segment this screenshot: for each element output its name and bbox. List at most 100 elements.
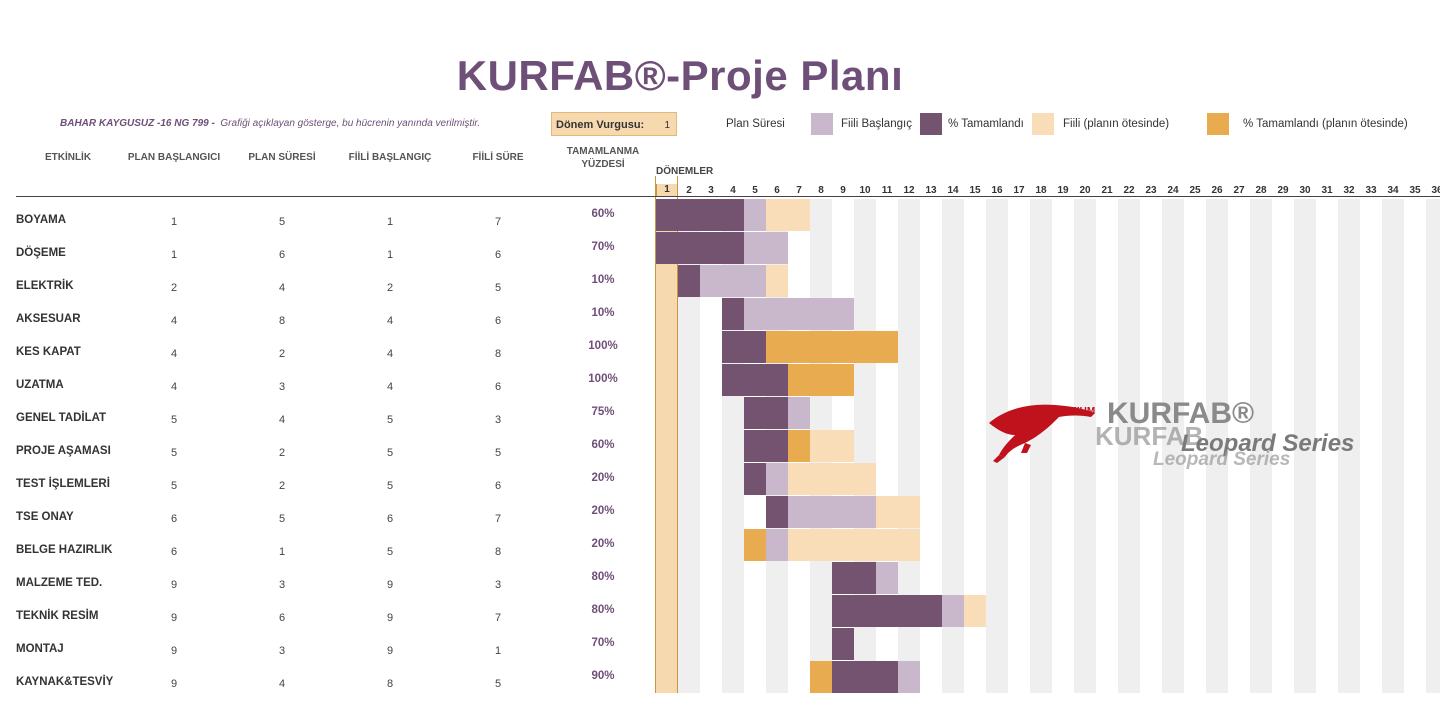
gantt-bar-actual-beyond	[964, 595, 986, 627]
cell-act-start: 1	[386, 216, 394, 228]
cell-act-start: 2	[386, 282, 394, 294]
period-number: 35	[1409, 185, 1421, 196]
period-highlight-column	[655, 176, 678, 693]
period-number: 30	[1299, 185, 1311, 196]
gantt-bar-plan	[788, 496, 876, 528]
cell-act-dur: 6	[494, 315, 502, 327]
cell-plan-dur: 3	[278, 579, 286, 591]
activity-name: TEKNİK RESİM	[16, 610, 99, 622]
cell-act-start: 9	[386, 579, 394, 591]
cell-act-dur: 5	[494, 678, 502, 690]
period-stripe	[1206, 199, 1228, 693]
period-number: 25	[1189, 185, 1201, 196]
cell-percent: 100%	[588, 340, 618, 352]
cell-percent: 20%	[591, 505, 615, 517]
gantt-bar-actual-beyond	[876, 496, 920, 528]
activity-name: MALZEME TED.	[16, 577, 103, 589]
gantt-bar-plan	[788, 397, 810, 429]
cell-plan-dur: 8	[278, 315, 286, 327]
cell-act-start: 5	[386, 414, 394, 426]
cell-act-start: 9	[386, 612, 394, 624]
period-highlight-cell[interactable]: Dönem Vurgusu: 1	[551, 112, 677, 136]
legend-actual-start-swatch	[811, 113, 833, 135]
col-header-plan-start: PLAN BAŞLANGICI	[127, 152, 221, 163]
period-stripe	[1118, 199, 1140, 693]
gantt-bar-complete-beyond	[788, 364, 854, 396]
cell-percent: 90%	[591, 670, 615, 682]
cell-plan-dur: 3	[278, 645, 286, 657]
cell-act-start: 4	[386, 381, 394, 393]
gantt-bar-complete	[832, 628, 854, 660]
cell-percent: 20%	[591, 472, 615, 484]
period-number: 29	[1277, 185, 1289, 196]
gantt-bar-complete	[744, 430, 788, 462]
logo-series-shadow: Leopard Series	[1153, 449, 1290, 470]
cell-act-dur: 6	[494, 381, 502, 393]
period-highlight-value[interactable]: 1	[664, 120, 670, 131]
activity-name: BOYAMA	[16, 214, 67, 226]
period-number: 27	[1233, 185, 1245, 196]
kurfab-leopard-logo: PREMIUM KURFAB® KURFAB Leopard Series Le…	[989, 397, 1354, 470]
period-number: 18	[1035, 185, 1047, 196]
period-number: 23	[1145, 185, 1157, 196]
cell-act-dur: 8	[494, 348, 502, 360]
cell-act-dur: 5	[494, 447, 502, 459]
gantt-bar-complete	[722, 298, 744, 330]
cell-plan-start: 4	[170, 348, 178, 360]
period-number: 15	[969, 185, 981, 196]
gantt-bar-plan	[744, 232, 788, 264]
cell-plan-dur: 6	[278, 249, 286, 261]
gantt-bar-complete	[766, 496, 788, 528]
activity-name: TSE ONAY	[16, 511, 74, 523]
cell-act-start: 5	[386, 546, 394, 558]
activity-name: TEST İŞLEMLERİ	[16, 478, 110, 490]
cell-plan-dur: 4	[278, 282, 286, 294]
period-number: 2	[686, 185, 692, 196]
period-stripe	[1074, 199, 1096, 693]
period-stripe	[1426, 199, 1440, 693]
cell-percent: 80%	[591, 571, 615, 583]
period-highlight-label: Dönem Vurgusu:	[556, 119, 645, 131]
period-number: 10	[859, 185, 871, 196]
legend-complete-swatch	[920, 113, 942, 135]
cell-plan-start: 9	[170, 579, 178, 591]
gantt-bar-plan	[876, 562, 898, 594]
logo-brand-shadow: KURFAB	[1095, 421, 1203, 451]
period-number: 5	[752, 185, 758, 196]
header-divider	[16, 196, 1440, 197]
note-author: BAHAR KAYGUSUZ -16 NG 799 -	[60, 118, 215, 129]
period-number: 12	[903, 185, 915, 196]
period-number: 16	[991, 185, 1003, 196]
legend-complete-label: % Tamamlandı	[948, 118, 1024, 130]
activity-name: BELGE HAZIRLIK	[16, 544, 113, 556]
gantt-bar-plan	[942, 595, 964, 627]
cell-plan-start: 6	[170, 546, 178, 558]
period-number: 6	[774, 185, 780, 196]
period-number: 1	[656, 184, 678, 196]
legend-plan-label: Plan Süresi	[726, 118, 785, 130]
period-number: 17	[1013, 185, 1025, 196]
gantt-bar-actual-beyond	[766, 199, 810, 231]
cell-act-start: 4	[386, 315, 394, 327]
cell-plan-dur: 1	[278, 546, 286, 558]
cell-plan-start: 5	[170, 414, 178, 426]
cell-percent: 60%	[591, 208, 615, 220]
cell-percent: 75%	[591, 406, 615, 418]
cell-percent: 10%	[591, 274, 615, 286]
col-header-plan-duration: PLAN SÜRESİ	[248, 152, 316, 163]
activity-name: KAYNAK&TESVİY	[16, 676, 114, 688]
cell-plan-start: 9	[170, 678, 178, 690]
gantt-bar-complete	[832, 562, 876, 594]
activity-name: ELEKTRİK	[16, 280, 74, 292]
gantt-bar-complete-beyond	[766, 331, 898, 363]
period-stripe	[1162, 199, 1184, 693]
cell-plan-start: 2	[170, 282, 178, 294]
gantt-bar-actual-beyond	[810, 430, 854, 462]
cell-plan-start: 9	[170, 645, 178, 657]
period-stripe	[1338, 199, 1360, 693]
cell-act-start: 1	[386, 249, 394, 261]
activity-name: KES KAPAT	[16, 346, 81, 358]
col-header-percent: TAMAMLANMA YÜZDESİ	[558, 145, 648, 171]
period-number: 24	[1167, 185, 1179, 196]
cell-act-dur: 1	[494, 645, 502, 657]
